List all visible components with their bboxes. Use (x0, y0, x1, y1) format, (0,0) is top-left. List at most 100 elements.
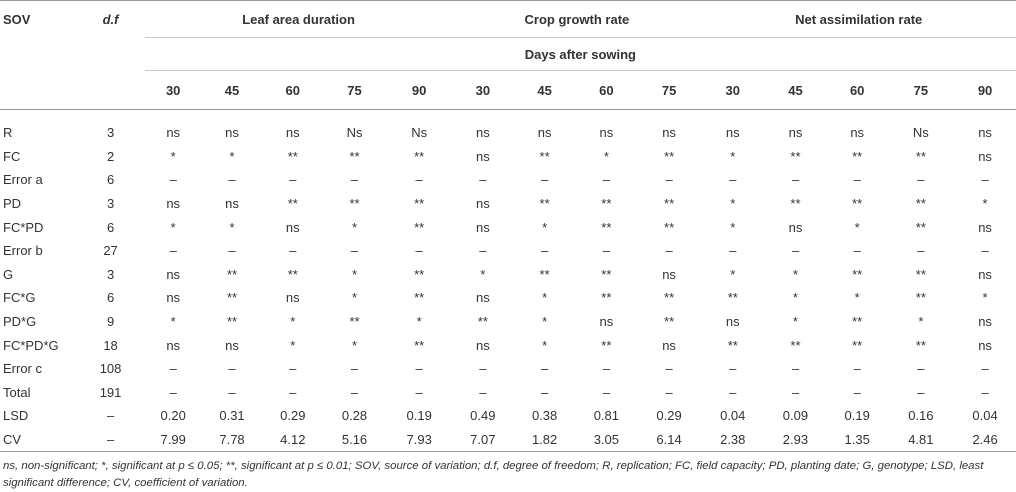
df-header: d.f (102, 11, 119, 27)
table-cell: – (791, 361, 800, 377)
table-cell: – (169, 172, 177, 188)
table-row: FC*G 6 ns ** ns * ** ns * ** ** ** * * ** * (0, 286, 1016, 310)
table-cell: 0.04 (972, 408, 998, 424)
table-cell: – (169, 361, 177, 377)
row-df: 6 (106, 290, 115, 306)
table-cell: * (730, 196, 736, 212)
table-cell: * (982, 290, 988, 306)
table-cell: ns (166, 196, 181, 212)
table-cell: ** (601, 219, 612, 235)
table-cell: 0.49 (470, 408, 496, 424)
table-cell: 4.12 (262, 427, 324, 453)
row-sov: PD*G (3, 314, 37, 330)
table-cell: ** (226, 290, 238, 306)
table-cell: – (540, 243, 549, 259)
table-cell: – (479, 243, 487, 259)
table-cell: – (981, 243, 989, 259)
table-cell: – (350, 361, 359, 377)
table-cell: ** (287, 266, 298, 282)
table-cell: ** (664, 219, 675, 235)
table-cell: ** (915, 148, 926, 164)
table-cell: ** (539, 148, 550, 164)
row-df: – (76, 427, 145, 453)
table-row: PD 3 ns ns ** ** ** ns ** ** ** * ** ** ** * (0, 192, 1016, 216)
table-cell: * (792, 290, 798, 306)
group-crop-growth-rate: Crop growth rate (452, 1, 702, 38)
table-cell: – (917, 361, 925, 377)
table-cell: – (540, 172, 549, 188)
table-cell: ** (915, 337, 926, 353)
row-sov: FC*PD*G (3, 337, 59, 353)
table-row: G 3 ns ** ** * ** * ** ** ns * * ** ** ns (0, 263, 1016, 287)
table-cell: – (729, 243, 737, 259)
table-cell: 0.19 (406, 408, 432, 424)
table-cell: – (602, 243, 610, 259)
table-cell: – (479, 172, 487, 188)
table-cell: ** (727, 290, 738, 306)
table-cell: ** (915, 266, 926, 282)
table-cell: * (351, 290, 358, 306)
table-cell: * (290, 337, 296, 353)
days-label-row: Days after sowing (0, 37, 1016, 71)
table-cell: ns (788, 125, 803, 141)
table-cell: ns (475, 148, 490, 164)
table-cell: – (602, 172, 610, 188)
table-cell: – (228, 361, 236, 377)
table-cell: 0.29 (280, 408, 306, 424)
table-cell: – (981, 361, 989, 377)
table-cell: – (791, 384, 800, 400)
table-cell: ns (225, 337, 239, 353)
table-cell: * (730, 219, 736, 235)
table-cell: ns (225, 125, 239, 141)
table-cell: ** (852, 314, 863, 330)
table-cell: – (917, 172, 925, 188)
table-cell: ns (537, 125, 552, 141)
row-df: 3 (106, 125, 115, 141)
table-cell: – (350, 384, 359, 400)
table-cell: ** (226, 266, 238, 282)
table-cell: * (730, 266, 736, 282)
table-cell: ** (852, 266, 863, 282)
table-cell: ** (414, 266, 425, 282)
day-header: 30 (452, 70, 514, 110)
table-cell: * (730, 148, 736, 164)
table-cell: ** (664, 314, 675, 330)
table-cell: 0.04 (720, 408, 746, 424)
sov-header: SOV (3, 11, 31, 27)
table-cell: – (917, 384, 925, 400)
table-cell: ** (601, 196, 612, 212)
table-cell: – (602, 384, 610, 400)
table-cell: ** (539, 196, 550, 212)
table-cell: – (729, 361, 737, 377)
table-cell: 0.16 (908, 408, 934, 424)
table-cell: ** (349, 196, 360, 212)
row-sov: CV (0, 427, 77, 453)
day-header: 45 (201, 70, 263, 110)
table-cell: – (665, 243, 673, 259)
table-cell: ns (725, 314, 740, 330)
row-sov: Error c (3, 361, 42, 377)
table-cell: 7.78 (201, 427, 263, 453)
table-cell: – (853, 243, 861, 259)
table-cell: 5.16 (323, 427, 386, 453)
table-cell: 0.81 (593, 408, 619, 424)
table-row: Error a 6 – – – – – – – – – – – – – – (0, 168, 1016, 192)
table-cell: ** (414, 337, 425, 353)
row-sov: Error b (3, 243, 43, 259)
days-after-sowing-label: Days after sowing (144, 37, 1016, 71)
table-cell: ** (414, 219, 425, 235)
table-cell: * (792, 314, 798, 330)
table-cell: Ns (411, 125, 428, 141)
table-cell: – (981, 172, 989, 188)
table-cell: – (853, 361, 861, 377)
table-cell: 1.35 (826, 427, 888, 453)
table-cell: * (170, 219, 176, 235)
table-cell: – (169, 243, 177, 259)
table-cell: – (350, 172, 359, 188)
day-header: 75 (636, 70, 702, 110)
table-cell: – (415, 361, 423, 377)
table-cell: – (665, 384, 673, 400)
table-cell: * (229, 148, 235, 164)
table-cell: 0.20 (160, 408, 186, 424)
